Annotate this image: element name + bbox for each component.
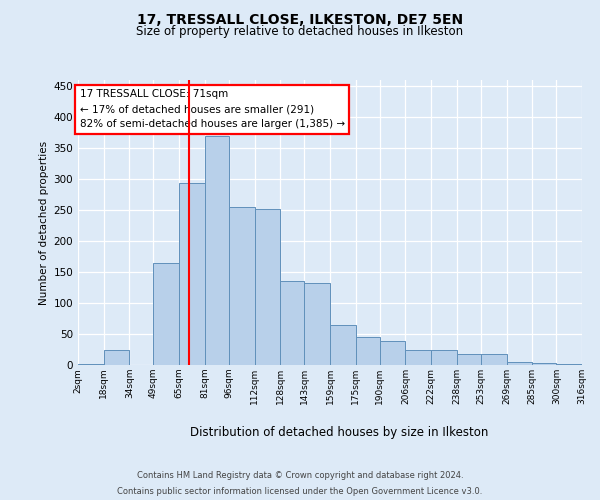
Bar [78,364,104,365]
Bar [280,282,304,365]
Bar [556,364,582,365]
Bar [457,354,481,365]
Text: Distribution of detached houses by size in Ilkeston: Distribution of detached houses by size … [190,426,488,439]
Bar [154,263,179,365]
Bar [356,337,380,365]
Bar [304,283,330,365]
Bar [532,362,556,365]
Bar [205,136,229,365]
Bar [104,350,130,365]
Bar [481,354,506,365]
Text: 17, TRESSALL CLOSE, ILKESTON, DE7 5EN: 17, TRESSALL CLOSE, ILKESTON, DE7 5EN [137,12,463,26]
Bar [330,324,356,365]
Text: Contains public sector information licensed under the Open Government Licence v3: Contains public sector information licen… [118,486,482,496]
Bar [229,207,254,365]
Text: 17 TRESSALL CLOSE: 71sqm
← 17% of detached houses are smaller (291)
82% of semi-: 17 TRESSALL CLOSE: 71sqm ← 17% of detach… [80,90,345,129]
Bar [406,350,431,365]
Bar [380,342,406,365]
Bar [254,209,280,365]
Bar [179,184,205,365]
Bar [431,350,457,365]
Text: Size of property relative to detached houses in Ilkeston: Size of property relative to detached ho… [136,25,464,38]
Bar [506,362,532,365]
Y-axis label: Number of detached properties: Number of detached properties [39,140,49,304]
Text: Contains HM Land Registry data © Crown copyright and database right 2024.: Contains HM Land Registry data © Crown c… [137,472,463,480]
